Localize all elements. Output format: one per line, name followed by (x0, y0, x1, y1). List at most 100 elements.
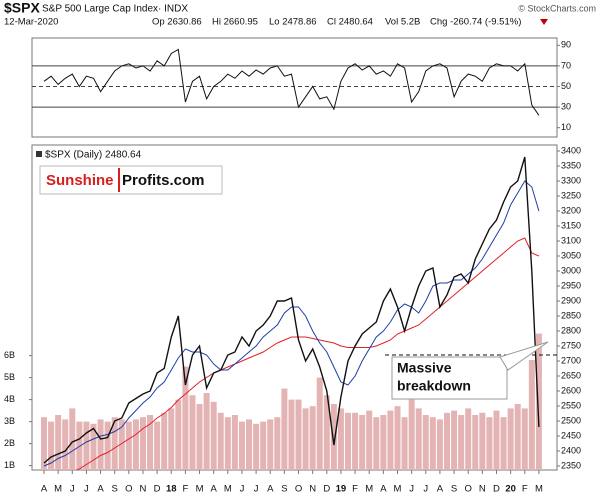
x-tick-label: A (211, 484, 218, 495)
volume-bar (224, 417, 231, 470)
down-arrow (540, 19, 548, 25)
index-name: S&P 500 Large Cap Index· INDX (42, 4, 188, 15)
volume-bar (147, 415, 154, 470)
volume-bar (345, 412, 352, 470)
y-tick-label: 3200 (561, 205, 581, 215)
x-tick-label: D (323, 484, 330, 495)
y-tick-label: 6B (4, 350, 15, 360)
x-tick-label: J (84, 484, 89, 495)
volume-bar (288, 399, 295, 470)
volume-bar (514, 404, 521, 470)
volume-bar (203, 393, 210, 470)
volume-bar (246, 419, 253, 470)
y-tick-label: 2800 (561, 325, 581, 335)
annotation-pointer (499, 341, 549, 371)
open: Op 2630.86 (152, 17, 202, 28)
volume-bar (373, 417, 380, 470)
volume-bar (316, 377, 323, 470)
volume-bar (260, 421, 267, 470)
date: 12-Mar-2020 (4, 17, 58, 28)
y-tick-label: 2750 (561, 340, 581, 350)
y-tick-label: 4B (4, 394, 15, 404)
x-tick-label: 19 (336, 484, 347, 495)
volume-bar (507, 408, 514, 470)
volume-bar (359, 415, 366, 470)
rsi-panel (31, 37, 558, 138)
volume-bar (97, 419, 104, 470)
annotation: breakdown (397, 378, 471, 394)
volume-bar (196, 404, 203, 470)
x-tick-label: M (54, 484, 62, 495)
volume-bar (118, 419, 125, 470)
volume-bar (337, 408, 344, 470)
volume-bar (528, 360, 535, 470)
price-panel (31, 144, 558, 471)
x-tick-label: J (254, 484, 259, 495)
y-tick-label: 90 (561, 40, 571, 50)
volume-bar (253, 423, 260, 470)
y-tick-label: 2600 (561, 385, 581, 395)
volume-bar (161, 412, 168, 470)
annotation: Massive (397, 360, 452, 376)
y-tick-label: 2450 (561, 430, 581, 440)
y-tick-label: 3150 (561, 220, 581, 230)
volume-bar (323, 395, 330, 470)
x-tick-label: 18 (166, 484, 177, 495)
y-tick-label: 3050 (561, 250, 581, 260)
x-tick-label: J (240, 484, 245, 495)
volume-bar (429, 417, 436, 470)
volume-bar (55, 415, 62, 470)
volume-bar (401, 417, 408, 470)
y-tick-label: 3000 (561, 265, 581, 275)
x-tick-label: O (465, 484, 472, 495)
y-tick-label: 1B (4, 460, 15, 470)
y-tick-label: 3300 (561, 175, 581, 185)
x-tick-label: S (112, 484, 118, 495)
x-tick-label: O (125, 484, 132, 495)
legend-swatch (36, 151, 42, 157)
y-tick-label: 2B (4, 438, 15, 448)
logo-right: Profits.com (122, 172, 205, 189)
volume-bar (352, 412, 359, 470)
annotation-box (391, 356, 508, 400)
volume-bar (104, 421, 111, 470)
x-tick-label: F (352, 484, 358, 495)
close: Cl 2480.64 (327, 17, 373, 28)
x-tick-label: N (309, 484, 316, 495)
volume-bar (168, 408, 175, 470)
y-tick-label: 3B (4, 416, 15, 426)
volume-bar (479, 412, 486, 470)
x-tick-label: F (522, 484, 528, 495)
volume-bar (330, 404, 337, 470)
y-tick-label: 50 (561, 81, 571, 91)
change: Chg -260.74 (-9.51%) (430, 17, 521, 28)
volume-bar (436, 419, 443, 470)
x-tick-label: M (224, 484, 232, 495)
volume-bar (302, 408, 309, 470)
y-tick-label: 2950 (561, 280, 581, 290)
low: Lo 2478.86 (269, 17, 317, 28)
x-tick-label: J (70, 484, 75, 495)
x-tick-label: D (154, 484, 161, 495)
volume-bar (281, 388, 288, 470)
x-tick-label: A (97, 484, 104, 495)
volume-bar (465, 408, 472, 470)
y-tick-label: 10 (561, 122, 571, 132)
y-tick-label: 2850 (561, 310, 581, 320)
volume-bar (182, 366, 189, 470)
y-tick-label: 2400 (561, 445, 581, 455)
volume-bar (500, 417, 507, 470)
x-tick-label: M (365, 484, 373, 495)
volume-bar (69, 408, 76, 470)
volume-bar (90, 423, 97, 470)
volume-bar (267, 419, 274, 470)
line (43, 156, 540, 464)
volume-bar (76, 421, 83, 470)
volume-bar (62, 419, 69, 470)
x-tick-label: A (380, 484, 387, 495)
x-tick-label: M (196, 484, 204, 495)
x-tick-label: N (479, 484, 486, 495)
volume-bar (380, 415, 387, 470)
volume-bar (394, 406, 401, 470)
